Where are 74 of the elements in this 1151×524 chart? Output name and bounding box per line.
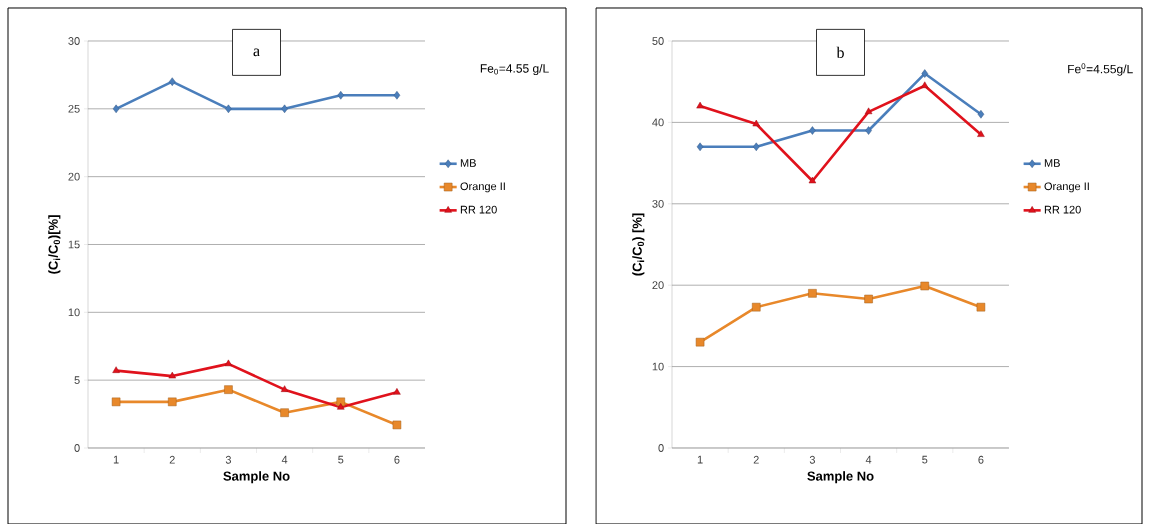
y-tick-label: 5 <box>74 376 80 384</box>
text: Fe$^{0}$=4.55g/L <box>1068 63 1133 76</box>
x-tick-label: 6 <box>978 455 984 464</box>
point <box>808 289 817 298</box>
x-tick-label: 4 <box>281 455 288 464</box>
x-tick-label: 1 <box>113 455 119 464</box>
point <box>864 107 873 115</box>
point <box>864 294 873 304</box>
y-tick-label: 25 <box>68 104 80 113</box>
x-axis-title: Sample No <box>223 471 290 484</box>
point <box>808 176 817 184</box>
y-axis-title: (C$_{i}$/C$_{0}$)[%] <box>48 215 61 274</box>
y-tick-label: 20 <box>68 172 80 181</box>
point <box>752 302 761 312</box>
y-tick-label: 0 <box>658 444 664 452</box>
legend-label: Orange II <box>460 182 505 193</box>
x-tick-label: 4 <box>865 455 872 464</box>
y-tick-label: 20 <box>652 281 664 290</box>
y-tick-label: 40 <box>652 118 664 127</box>
y-tick-label: 15 <box>68 240 80 249</box>
point <box>168 371 176 379</box>
point <box>393 91 401 100</box>
point <box>337 91 345 100</box>
x-axis-title: Sample No <box>807 471 874 484</box>
legend-label: Orange II <box>1044 182 1089 193</box>
point <box>224 359 233 367</box>
y-tick-label: 0 <box>74 444 80 452</box>
point <box>112 104 120 114</box>
point <box>865 126 872 135</box>
y-tick-label: 30 <box>652 199 664 208</box>
point <box>280 408 289 417</box>
y-tick-label: 10 <box>652 362 664 371</box>
point <box>976 302 986 312</box>
point <box>977 110 985 119</box>
point <box>225 104 232 114</box>
point <box>809 126 816 135</box>
legend-label: RR 120 <box>460 205 497 214</box>
point <box>696 142 704 152</box>
y-tick-label: 30 <box>68 37 80 45</box>
text: Fe$_{0}$=4.55 g/L <box>480 63 549 76</box>
point <box>112 366 120 373</box>
point <box>695 337 705 347</box>
x-tick-label: 5 <box>922 455 928 464</box>
legend-label: MB <box>460 159 476 167</box>
x-tick-label: 3 <box>809 455 815 464</box>
x-tick-label: 6 <box>394 455 400 464</box>
x-tick-label: 5 <box>338 455 344 464</box>
x-tick-label: 1 <box>697 455 703 464</box>
point <box>696 101 704 109</box>
annotation: b <box>836 46 844 59</box>
legend-label: MB <box>1044 159 1060 167</box>
point <box>920 281 929 291</box>
point <box>921 69 928 78</box>
legend-label: RR 120 <box>1044 205 1081 214</box>
point <box>337 403 345 410</box>
x-tick-label: 3 <box>225 455 231 464</box>
point <box>281 104 288 114</box>
point <box>752 119 760 127</box>
point <box>392 420 402 430</box>
y-tick-label: 10 <box>68 308 80 317</box>
point <box>169 77 176 86</box>
point <box>753 142 760 152</box>
point <box>393 388 401 395</box>
point <box>280 385 289 392</box>
point <box>224 385 233 394</box>
point <box>977 130 985 137</box>
x-tick-label: 2 <box>169 455 175 464</box>
y-axis-title: (C$_{i}$/C$_{0}$) [%] <box>632 213 645 276</box>
point <box>168 397 177 407</box>
point <box>111 397 121 407</box>
x-tick-label: 2 <box>753 455 759 464</box>
point <box>921 81 929 89</box>
annotation: a <box>253 48 260 57</box>
y-tick-label: 50 <box>652 37 664 45</box>
